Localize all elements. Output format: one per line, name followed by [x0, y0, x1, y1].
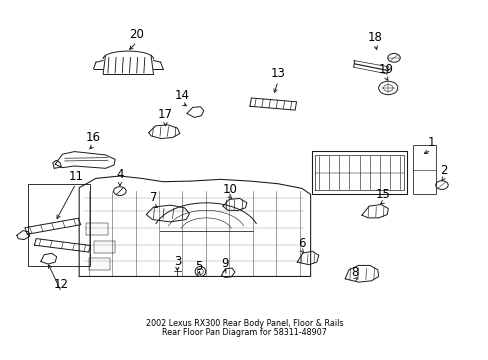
- Text: 10: 10: [222, 183, 237, 196]
- Text: 13: 13: [270, 67, 285, 80]
- Text: 17: 17: [158, 108, 173, 121]
- Text: 11: 11: [68, 170, 83, 183]
- Text: 1: 1: [427, 136, 434, 149]
- Text: 8: 8: [350, 266, 358, 279]
- Text: 7: 7: [149, 191, 157, 204]
- Polygon shape: [89, 258, 110, 270]
- Text: 6: 6: [298, 237, 305, 250]
- Text: 3: 3: [173, 255, 181, 268]
- Text: 9: 9: [221, 257, 228, 270]
- Polygon shape: [86, 223, 108, 235]
- Text: 5: 5: [195, 260, 202, 273]
- Text: 4: 4: [116, 168, 123, 181]
- Text: 14: 14: [174, 89, 189, 102]
- Polygon shape: [93, 241, 115, 253]
- Text: 15: 15: [375, 188, 390, 201]
- Text: 20: 20: [129, 28, 144, 41]
- Text: 2002 Lexus RX300 Rear Body Panel, Floor & Rails: 2002 Lexus RX300 Rear Body Panel, Floor …: [145, 319, 343, 328]
- Bar: [412, 145, 435, 194]
- Bar: [28, 184, 90, 266]
- Text: 12: 12: [54, 278, 69, 291]
- Text: 19: 19: [378, 63, 392, 76]
- Text: 18: 18: [367, 31, 382, 44]
- Text: 16: 16: [86, 131, 101, 144]
- Text: 2: 2: [439, 165, 446, 177]
- Text: Rear Floor Pan Diagram for 58311-48907: Rear Floor Pan Diagram for 58311-48907: [162, 328, 326, 337]
